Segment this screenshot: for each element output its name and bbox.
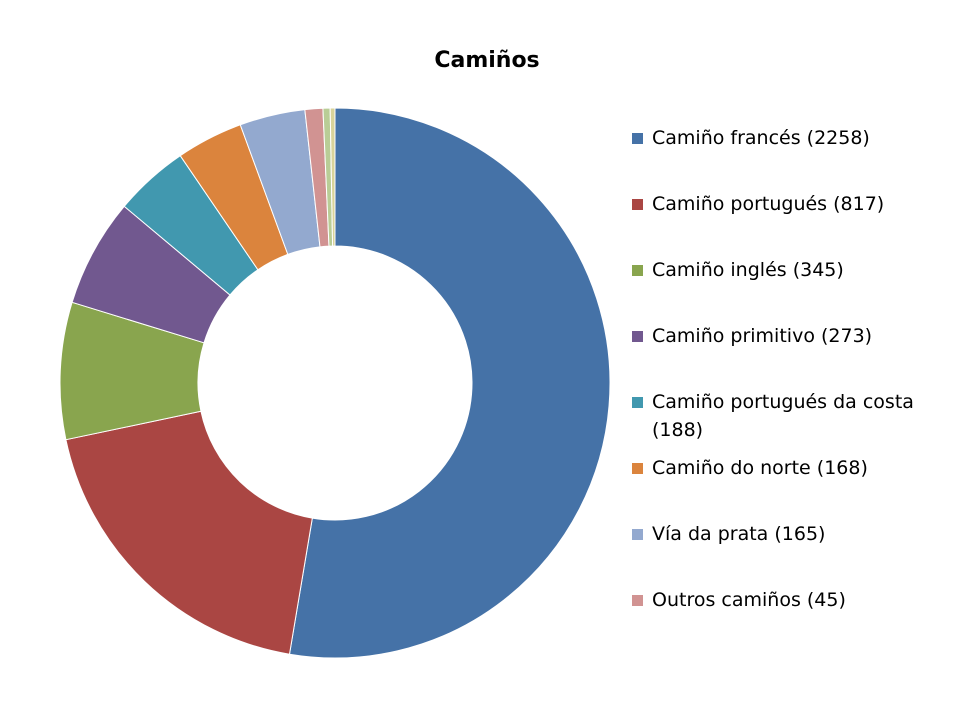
legend-label: Camiño portugués (817): [652, 193, 885, 215]
legend-item: Camiño primitivo (273): [632, 322, 932, 388]
slice: [65, 410, 313, 655]
legend-item: Camiño francés (2258): [632, 124, 932, 190]
legend-swatch: [632, 199, 643, 210]
legend-item: Vía da prata (165): [632, 520, 932, 586]
legend-label: Camiño inglés (345): [652, 259, 844, 281]
legend-item: Outros camiños (45): [632, 586, 932, 652]
slice: [329, 107, 336, 247]
chart-title: Camiños: [434, 48, 540, 73]
legend-label: Camiño portugués da costa (188): [652, 391, 914, 441]
legend-item: Camiño do norte (168): [632, 454, 932, 520]
legend-swatch: [632, 331, 643, 342]
legend-item: Camiño portugués (817): [632, 190, 932, 256]
slice: [288, 107, 611, 659]
legend-label: Outros camiños (45): [652, 589, 846, 611]
legend-item: Camiño inglés (345): [632, 256, 932, 322]
legend-swatch: [632, 463, 643, 474]
legend-swatch: [632, 133, 643, 144]
legend-item: Camiño portugués da costa (188): [632, 388, 932, 454]
legend-swatch: [632, 265, 643, 276]
legend-swatch: [632, 529, 643, 540]
legend-swatch: [632, 595, 643, 606]
legend-label: Vía da prata (165): [652, 523, 826, 545]
legend-label: Camiño primitivo (273): [652, 325, 873, 347]
legend-label: Camiño do norte (168): [652, 457, 868, 479]
legend-label: Camiño francés (2258): [652, 127, 870, 149]
legend: Camiño francés (2258) Camiño portugués (8…: [632, 124, 932, 652]
legend-swatch: [632, 397, 643, 408]
